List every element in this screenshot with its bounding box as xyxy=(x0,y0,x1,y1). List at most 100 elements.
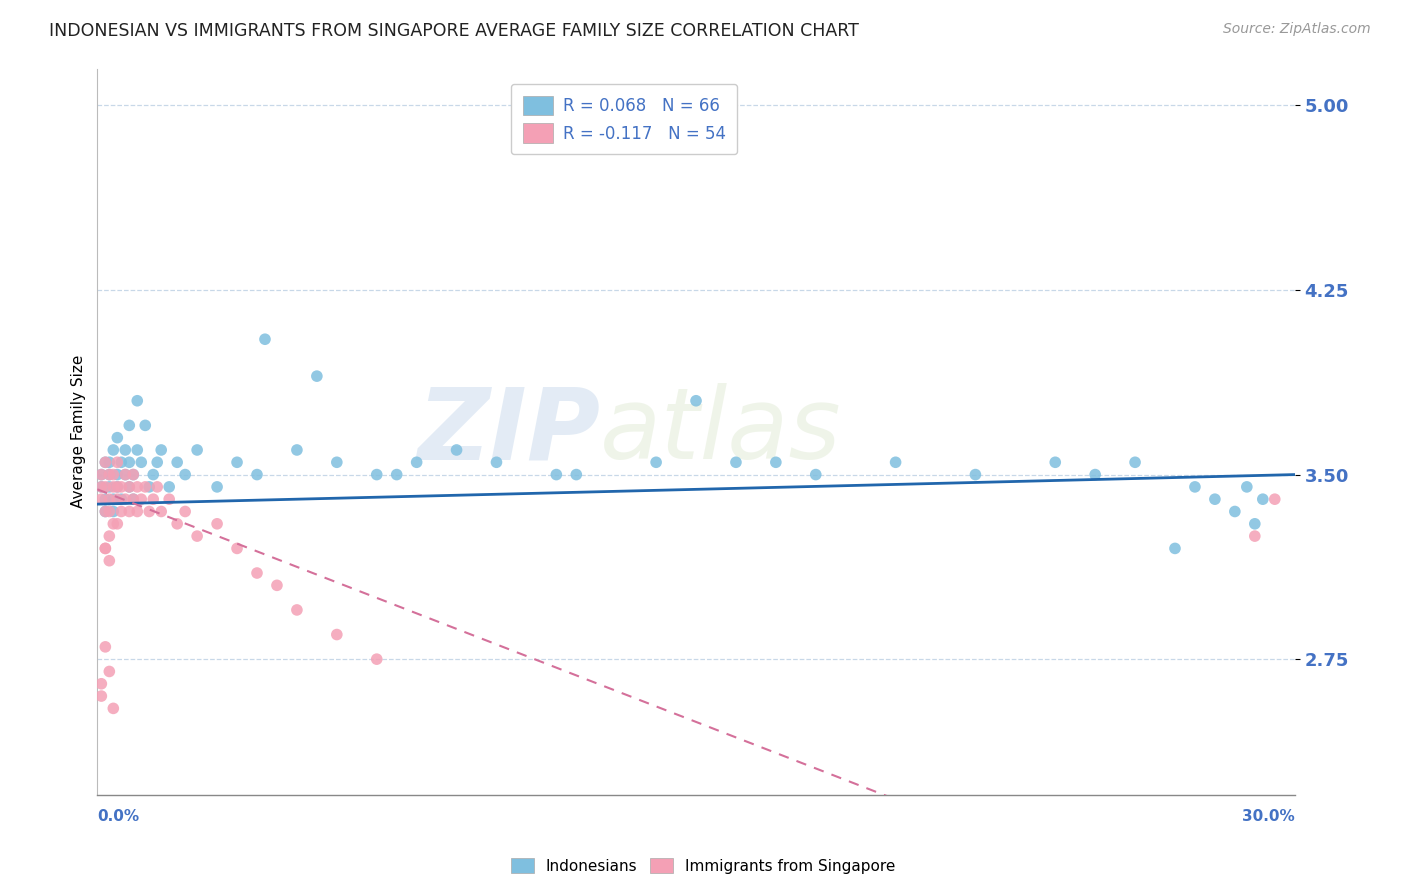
Point xyxy=(94,480,117,494)
Point xyxy=(366,652,388,666)
Point xyxy=(114,492,136,507)
Point xyxy=(118,480,141,494)
Point xyxy=(110,455,132,469)
Point xyxy=(1236,480,1258,494)
Point xyxy=(98,467,121,482)
Point xyxy=(105,480,128,494)
Point xyxy=(98,455,121,469)
Point xyxy=(965,467,987,482)
Point xyxy=(98,492,121,507)
Point xyxy=(142,467,165,482)
Point xyxy=(157,492,180,507)
Point xyxy=(205,516,228,531)
Point xyxy=(246,566,269,580)
Point xyxy=(90,677,112,691)
Point xyxy=(103,516,125,531)
Point xyxy=(326,627,349,641)
Point xyxy=(98,504,121,518)
Point xyxy=(129,455,152,469)
Point xyxy=(105,516,128,531)
Point xyxy=(103,701,125,715)
Text: 30.0%: 30.0% xyxy=(1241,809,1295,824)
Point xyxy=(103,480,125,494)
Point xyxy=(122,467,145,482)
Point xyxy=(127,442,149,457)
Point xyxy=(1264,492,1286,507)
Point xyxy=(118,480,141,494)
Point xyxy=(305,369,328,384)
Point xyxy=(122,492,145,507)
Point xyxy=(253,332,276,346)
Point xyxy=(127,393,149,408)
Point xyxy=(138,504,160,518)
Point xyxy=(105,455,128,469)
Point xyxy=(114,467,136,482)
Point xyxy=(127,504,149,518)
Point xyxy=(98,529,121,543)
Point xyxy=(129,492,152,507)
Point xyxy=(138,480,160,494)
Point xyxy=(1251,492,1274,507)
Text: INDONESIAN VS IMMIGRANTS FROM SINGAPORE AVERAGE FAMILY SIZE CORRELATION CHART: INDONESIAN VS IMMIGRANTS FROM SINGAPORE … xyxy=(49,22,859,40)
Point xyxy=(110,480,132,494)
Point xyxy=(90,689,112,703)
Point xyxy=(103,442,125,457)
Point xyxy=(186,442,208,457)
Point xyxy=(1204,492,1226,507)
Point xyxy=(1243,516,1265,531)
Point xyxy=(174,467,197,482)
Point xyxy=(1123,455,1146,469)
Text: ZIP: ZIP xyxy=(418,383,600,480)
Point xyxy=(157,480,180,494)
Point xyxy=(105,431,128,445)
Point xyxy=(110,504,132,518)
Legend: Indonesians, Immigrants from Singapore: Indonesians, Immigrants from Singapore xyxy=(505,852,901,880)
Text: Source: ZipAtlas.com: Source: ZipAtlas.com xyxy=(1223,22,1371,37)
Point xyxy=(1243,529,1265,543)
Point xyxy=(122,467,145,482)
Point xyxy=(285,603,308,617)
Text: atlas: atlas xyxy=(600,383,842,480)
Point xyxy=(174,504,197,518)
Point xyxy=(146,455,169,469)
Point xyxy=(150,442,173,457)
Point xyxy=(98,480,121,494)
Point xyxy=(105,467,128,482)
Point xyxy=(1084,467,1107,482)
Point xyxy=(1045,455,1067,469)
Point xyxy=(266,578,288,592)
Point xyxy=(103,492,125,507)
Point xyxy=(565,467,588,482)
Point xyxy=(186,529,208,543)
Point xyxy=(103,467,125,482)
Point xyxy=(94,455,117,469)
Point xyxy=(150,504,173,518)
Point xyxy=(205,480,228,494)
Point xyxy=(94,504,117,518)
Point xyxy=(385,467,408,482)
Point xyxy=(166,516,188,531)
Point xyxy=(285,442,308,457)
Point xyxy=(226,541,249,556)
Point xyxy=(98,467,121,482)
Point xyxy=(114,442,136,457)
Point xyxy=(105,480,128,494)
Legend: R = 0.068   N = 66, R = -0.117   N = 54: R = 0.068 N = 66, R = -0.117 N = 54 xyxy=(510,84,737,154)
Point xyxy=(94,541,117,556)
Point xyxy=(1223,504,1246,518)
Point xyxy=(142,492,165,507)
Point xyxy=(118,504,141,518)
Point xyxy=(110,492,132,507)
Point xyxy=(118,418,141,433)
Point xyxy=(90,467,112,482)
Point xyxy=(103,504,125,518)
Point xyxy=(90,480,112,494)
Point xyxy=(127,480,149,494)
Point xyxy=(1184,480,1206,494)
Point xyxy=(94,504,117,518)
Point xyxy=(326,455,349,469)
Point xyxy=(546,467,568,482)
Point xyxy=(884,455,907,469)
Point xyxy=(446,442,468,457)
Point xyxy=(804,467,827,482)
